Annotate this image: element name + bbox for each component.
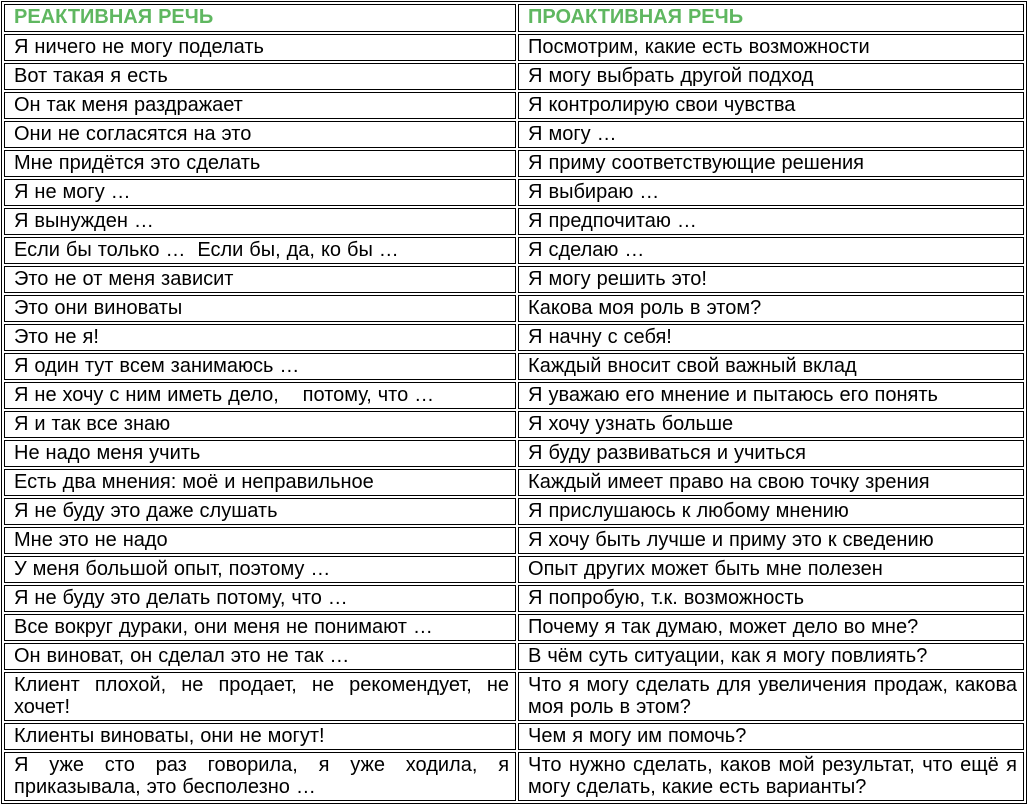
table-row: У меня большой опыт, поэтому … Опыт други… [4, 556, 1024, 583]
table-row: Я вынужден … Я предпочитаю … [4, 208, 1024, 235]
table-row: Я один тут всем занимаюсь … Каждый вносит… [4, 353, 1024, 380]
proactive-phrase-cell: Я могу выбрать другой подход [518, 63, 1024, 90]
table-row: Это не я! Я начну с себя! [4, 324, 1024, 351]
table-body: Я ничего не могу поделать Посмотрим, каки… [4, 34, 1024, 801]
reactive-phrase-cell: Клиент плохой, не продает, не рекомендуе… [4, 672, 517, 721]
proactive-phrase-cell: Я сделаю … [518, 237, 1024, 264]
table-row: Я не могу … Я выбираю … [4, 179, 1024, 206]
reactive-phrase-cell: Я вынужден … [4, 208, 517, 235]
reactive-phrase-cell: Я один тут всем занимаюсь … [4, 353, 517, 380]
reactive-phrase-cell: Есть два мнения: моё и неправильное [4, 469, 517, 496]
proactive-phrase-cell: Я буду развиваться и учиться [518, 440, 1024, 467]
table-row: Это не от меня зависит Я могу решить это! [4, 266, 1024, 293]
table-row: Я ничего не могу поделать Посмотрим, каки… [4, 34, 1024, 61]
table-row: Не надо меня учить Я буду развиваться и у… [4, 440, 1024, 467]
proactive-phrase-cell: Я могу решить это! [518, 266, 1024, 293]
proactive-phrase-cell: Что я могу сделать для увеличения продаж… [518, 672, 1024, 721]
proactive-phrase-cell: Я выбираю … [518, 179, 1024, 206]
column-header-reactive: РЕАКТИВНАЯ РЕЧЬ [4, 4, 517, 32]
proactive-phrase-cell: Я хочу узнать больше [518, 411, 1024, 438]
table-row: Мне придётся это сделать Я приму соответс… [4, 150, 1024, 177]
table-row: Я не буду это делать потому, что … Я попр… [4, 585, 1024, 612]
proactive-phrase-cell: Что нужно сделать, каков мой результат, … [518, 752, 1024, 801]
table-row: Он виноват, он сделал это не так … В чём … [4, 643, 1024, 670]
table-row: Это они виноваты Какова моя роль в этом? [4, 295, 1024, 322]
reactive-phrase-cell: Не надо меня учить [4, 440, 517, 467]
reactive-phrase-cell: Я не буду это даже слушать [4, 498, 517, 525]
table-row: Есть два мнения: моё и неправильное Кажды… [4, 469, 1024, 496]
reactive-phrase-cell: Мне это не надо [4, 527, 517, 554]
table-row: Я не буду это даже слушать Я прислушаюсь … [4, 498, 1024, 525]
reactive-phrase-cell: Я не буду это делать потому, что … [4, 585, 517, 612]
reactive-phrase-cell: У меня большой опыт, поэтому … [4, 556, 517, 583]
reactive-phrase-cell: Все вокруг дураки, они меня не понимают … [4, 614, 517, 641]
proactive-phrase-cell: Я попробую, т.к. возможность [518, 585, 1024, 612]
proactive-phrase-cell: Я контролирую свои чувства [518, 92, 1024, 119]
reactive-phrase-cell: Он виноват, он сделал это не так … [4, 643, 517, 670]
proactive-phrase-cell: Я уважаю его мнение и пытаюсь его понять [518, 382, 1024, 409]
proactive-phrase-cell: Каждый имеет право на свою точку зрения [518, 469, 1024, 496]
proactive-phrase-cell: Чем я могу им помочь? [518, 723, 1024, 750]
table-row: Мне это не надо Я хочу быть лучше и приму… [4, 527, 1024, 554]
table-row: Клиенты виноваты, они не могут! Чем я мог… [4, 723, 1024, 750]
proactive-phrase-cell: Я приму соответствующие решения [518, 150, 1024, 177]
proactive-phrase-cell: Посмотрим, какие есть возможности [518, 34, 1024, 61]
proactive-phrase-cell: Каждый вносит свой важный вклад [518, 353, 1024, 380]
table-row: Все вокруг дураки, они меня не понимают … [4, 614, 1024, 641]
column-header-proactive: ПРОАКТИВНАЯ РЕЧЬ [518, 4, 1024, 32]
reactive-phrase-cell: Если бы только … Если бы, да, ко бы … [4, 237, 517, 264]
table-row: Клиент плохой, не продает, не рекомендуе… [4, 672, 1024, 721]
reactive-phrase-cell: Клиенты виноваты, они не могут! [4, 723, 517, 750]
reactive-phrase-cell: Это они виноваты [4, 295, 517, 322]
proactive-phrase-cell: Я хочу быть лучше и приму это к сведению [518, 527, 1024, 554]
reactive-phrase-cell: Он так меня раздражает [4, 92, 517, 119]
table-row: Я не хочу с ним иметь дело, потому, что … [4, 382, 1024, 409]
reactive-phrase-cell: Я не хочу с ним иметь дело, потому, что … [4, 382, 517, 409]
table-row: Я уже сто раз говорила, я уже ходила, я … [4, 752, 1024, 801]
reactive-phrase-cell: Они не согласятся на это [4, 121, 517, 148]
header-row: РЕАКТИВНАЯ РЕЧЬ ПРОАКТИВНАЯ РЕЧЬ [4, 4, 1024, 32]
reactive-phrase-cell: Я и так все знаю [4, 411, 517, 438]
proactive-phrase-cell: Опыт других может быть мне полезен [518, 556, 1024, 583]
table-row: Он так меня раздражает Я контролирую свои… [4, 92, 1024, 119]
proactive-phrase-cell: Я прислушаюсь к любому мнению [518, 498, 1024, 525]
table-row: Если бы только … Если бы, да, ко бы … Я с… [4, 237, 1024, 264]
reactive-phrase-cell: Это не от меня зависит [4, 266, 517, 293]
reactive-phrase-cell: Это не я! [4, 324, 517, 351]
proactive-phrase-cell: Я предпочитаю … [518, 208, 1024, 235]
reactive-phrase-cell: Я ничего не могу поделать [4, 34, 517, 61]
proactive-phrase-cell: Почему я так думаю, может дело во мне? [518, 614, 1024, 641]
reactive-phrase-cell: Мне придётся это сделать [4, 150, 517, 177]
proactive-phrase-cell: Я начну с себя! [518, 324, 1024, 351]
proactive-phrase-cell: Я могу … [518, 121, 1024, 148]
proactive-phrase-cell: Какова моя роль в этом? [518, 295, 1024, 322]
reactive-phrase-cell: Вот такая я есть [4, 63, 517, 90]
table-row: Я и так все знаю Я хочу узнать больше [4, 411, 1024, 438]
table-row: Они не согласятся на это Я могу … [4, 121, 1024, 148]
reactive-phrase-cell: Я не могу … [4, 179, 517, 206]
table-row: Вот такая я есть Я могу выбрать другой по… [4, 63, 1024, 90]
proactive-phrase-cell: В чём суть ситуации, как я могу повлиять… [518, 643, 1024, 670]
reactive-phrase-cell: Я уже сто раз говорила, я уже ходила, я … [4, 752, 517, 801]
